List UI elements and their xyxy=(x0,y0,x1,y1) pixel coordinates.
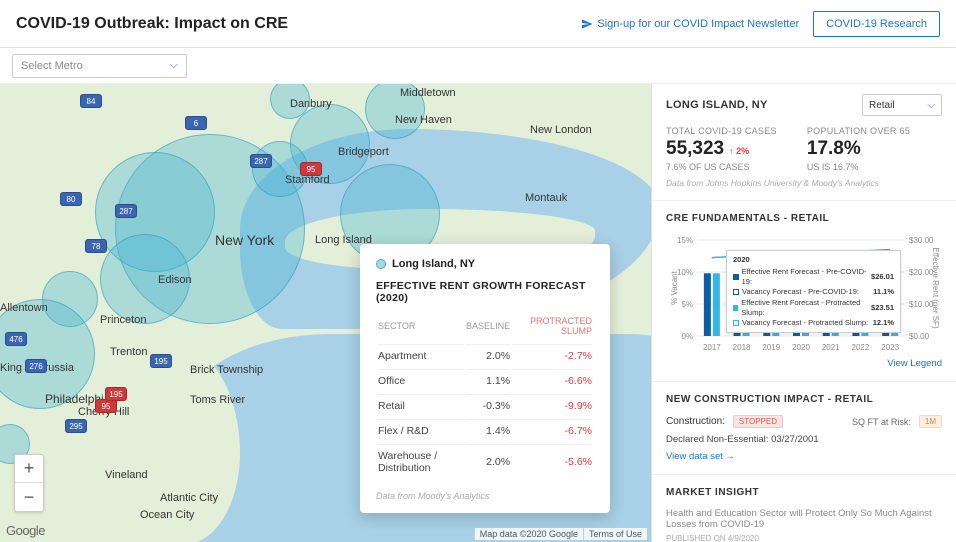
view-legend-link[interactable]: View Legend xyxy=(666,358,942,369)
map-city-label: Middletown xyxy=(400,87,456,99)
svg-text:10%: 10% xyxy=(677,268,693,277)
map-city-label: New London xyxy=(530,124,592,136)
insight-section-title: MARKET INSIGHT xyxy=(666,487,942,498)
svg-text:$30.00: $30.00 xyxy=(909,236,934,245)
zoom-in-button[interactable]: + xyxy=(15,455,43,483)
svg-text:2021: 2021 xyxy=(822,343,840,352)
svg-text:% Vacant: % Vacant xyxy=(670,270,679,304)
map-city-label: Trenton xyxy=(110,346,148,358)
chevron-down-icon: ⌵ xyxy=(927,100,935,111)
svg-text:Effective Rent (per SF): Effective Rent (per SF) xyxy=(931,247,940,329)
highway-shield-icon: 287 xyxy=(250,154,272,168)
google-logo: Google xyxy=(6,523,45,538)
table-row: Warehouse / Distribution2.0%-5.6% xyxy=(378,444,592,479)
insight-published: PUBLISHED ON 4/9/2020 xyxy=(666,534,942,542)
highway-shield-icon: 6 xyxy=(185,116,207,130)
svg-text:5%: 5% xyxy=(681,300,693,309)
stat-cases: TOTAL COVID-19 CASES 55,323↑ 2% 7.6% OF … xyxy=(666,126,777,172)
svg-text:$0.00: $0.00 xyxy=(909,332,930,341)
forecast-table: SECTOR BASELINE PROTRACTED SLUMP Apartme… xyxy=(376,314,594,481)
highway-shield-icon: 476 xyxy=(5,332,27,346)
sqft-risk-badge: 1M xyxy=(919,415,942,428)
popup-source: Data from Moody's Analytics xyxy=(376,491,594,501)
svg-text:2022: 2022 xyxy=(852,343,870,352)
highway-shield-icon: 287 xyxy=(115,204,137,218)
highway-shield-icon: 195 xyxy=(105,387,127,401)
map-city-label: New York xyxy=(215,232,274,248)
table-row: Apartment2.0%-2.7% xyxy=(378,344,592,367)
research-button[interactable]: COVID-19 Research xyxy=(813,11,940,37)
svg-text:0%: 0% xyxy=(681,332,693,341)
svg-text:2019: 2019 xyxy=(762,343,780,352)
chart-tooltip: 2020Effective Rent Forecast - Pre-COVID-… xyxy=(726,250,901,333)
zoom-control: + − xyxy=(14,454,44,512)
map-city-label: Bridgeport xyxy=(338,146,389,158)
map-city-label: Danbury xyxy=(290,98,332,110)
highway-shield-icon: 95 xyxy=(95,399,117,413)
map-popup: Long Island, NY EFFECTIVE RENT GROWTH FO… xyxy=(360,244,610,513)
highway-shield-icon: 276 xyxy=(25,359,47,373)
page-title: COVID-19 Outbreak: Impact on CRE xyxy=(16,15,288,33)
fundamentals-title: CRE FUNDAMENTALS - RETAIL xyxy=(666,213,942,224)
highway-shield-icon: 295 xyxy=(65,419,87,433)
table-row: Retail-0.3%-9.9% xyxy=(378,394,592,417)
svg-text:$20.00: $20.00 xyxy=(909,268,934,277)
zoom-out-button[interactable]: − xyxy=(15,483,43,511)
svg-text:15%: 15% xyxy=(677,236,693,245)
map-city-label: Atlantic City xyxy=(160,492,218,504)
svg-text:2023: 2023 xyxy=(881,343,899,352)
table-row: Office1.1%-6.6% xyxy=(378,369,592,392)
terms-link[interactable]: Terms of Use xyxy=(583,528,647,540)
detail-city: LONG ISLAND, NY xyxy=(666,99,768,111)
newsletter-link[interactable]: Sign-up for our COVID Impact Newsletter xyxy=(581,18,799,30)
map-city-label: Ocean City xyxy=(140,509,194,521)
map-city-label: Toms River xyxy=(190,394,245,406)
map-city-label: Brick Township xyxy=(190,364,263,376)
map-city-label: Montauk xyxy=(525,192,567,204)
svg-text:2017: 2017 xyxy=(703,343,721,352)
stat-pop65: POPULATION OVER 65 17.8% US IS 16.7% xyxy=(807,126,910,172)
sector-select[interactable]: Retail ⌵ xyxy=(862,94,942,116)
highway-shield-icon: 78 xyxy=(85,239,107,253)
fundamentals-chart: 0% 5% 10% 15% $0.00 $10.00 $20.00 $30.00 2017 201… xyxy=(666,234,942,354)
insight-headline: Health and Education Sector will Protect… xyxy=(666,508,942,530)
svg-text:$10.00: $10.00 xyxy=(909,300,934,309)
highway-shield-icon: 84 xyxy=(80,94,102,108)
svg-text:2018: 2018 xyxy=(733,343,751,352)
declared-date: Declared Non-Essential: 03/27/2001 xyxy=(666,434,942,445)
map-city-label: Princeton xyxy=(100,314,146,326)
highway-shield-icon: 80 xyxy=(60,192,82,206)
metro-select[interactable]: Select Metro ⌵ xyxy=(12,54,187,78)
map-city-label: Vineland xyxy=(105,469,148,481)
view-dataset-link[interactable]: View data set → xyxy=(666,451,942,462)
svg-text:2020: 2020 xyxy=(792,343,810,352)
map-city-label: New Haven xyxy=(395,114,452,126)
stats-source: Data from Johns Hopkins University & Moo… xyxy=(666,178,942,188)
table-row: Flex / R&D1.4%-6.7% xyxy=(378,419,592,442)
detail-panel: LONG ISLAND, NY Retail ⌵ TOTAL COVID-19 … xyxy=(651,84,956,542)
location-dot-icon xyxy=(376,259,386,269)
map[interactable]: New YorkPhiladelphiaDanburyNew HavenBrid… xyxy=(0,84,651,542)
map-city-label: Allentown xyxy=(0,302,48,314)
construction-title: NEW CONSTRUCTION IMPACT - RETAIL xyxy=(666,394,942,405)
highway-shield-icon: 95 xyxy=(300,162,322,176)
highway-shield-icon: 195 xyxy=(150,354,172,368)
map-city-label: Edison xyxy=(158,274,192,286)
chevron-down-icon: ⌵ xyxy=(170,59,178,72)
construction-status-badge: STOPPED xyxy=(733,415,783,428)
map-attribution: Map data ©2020 Google xyxy=(474,528,583,540)
popup-title: EFFECTIVE RENT GROWTH FORECAST (2020) xyxy=(376,280,594,304)
